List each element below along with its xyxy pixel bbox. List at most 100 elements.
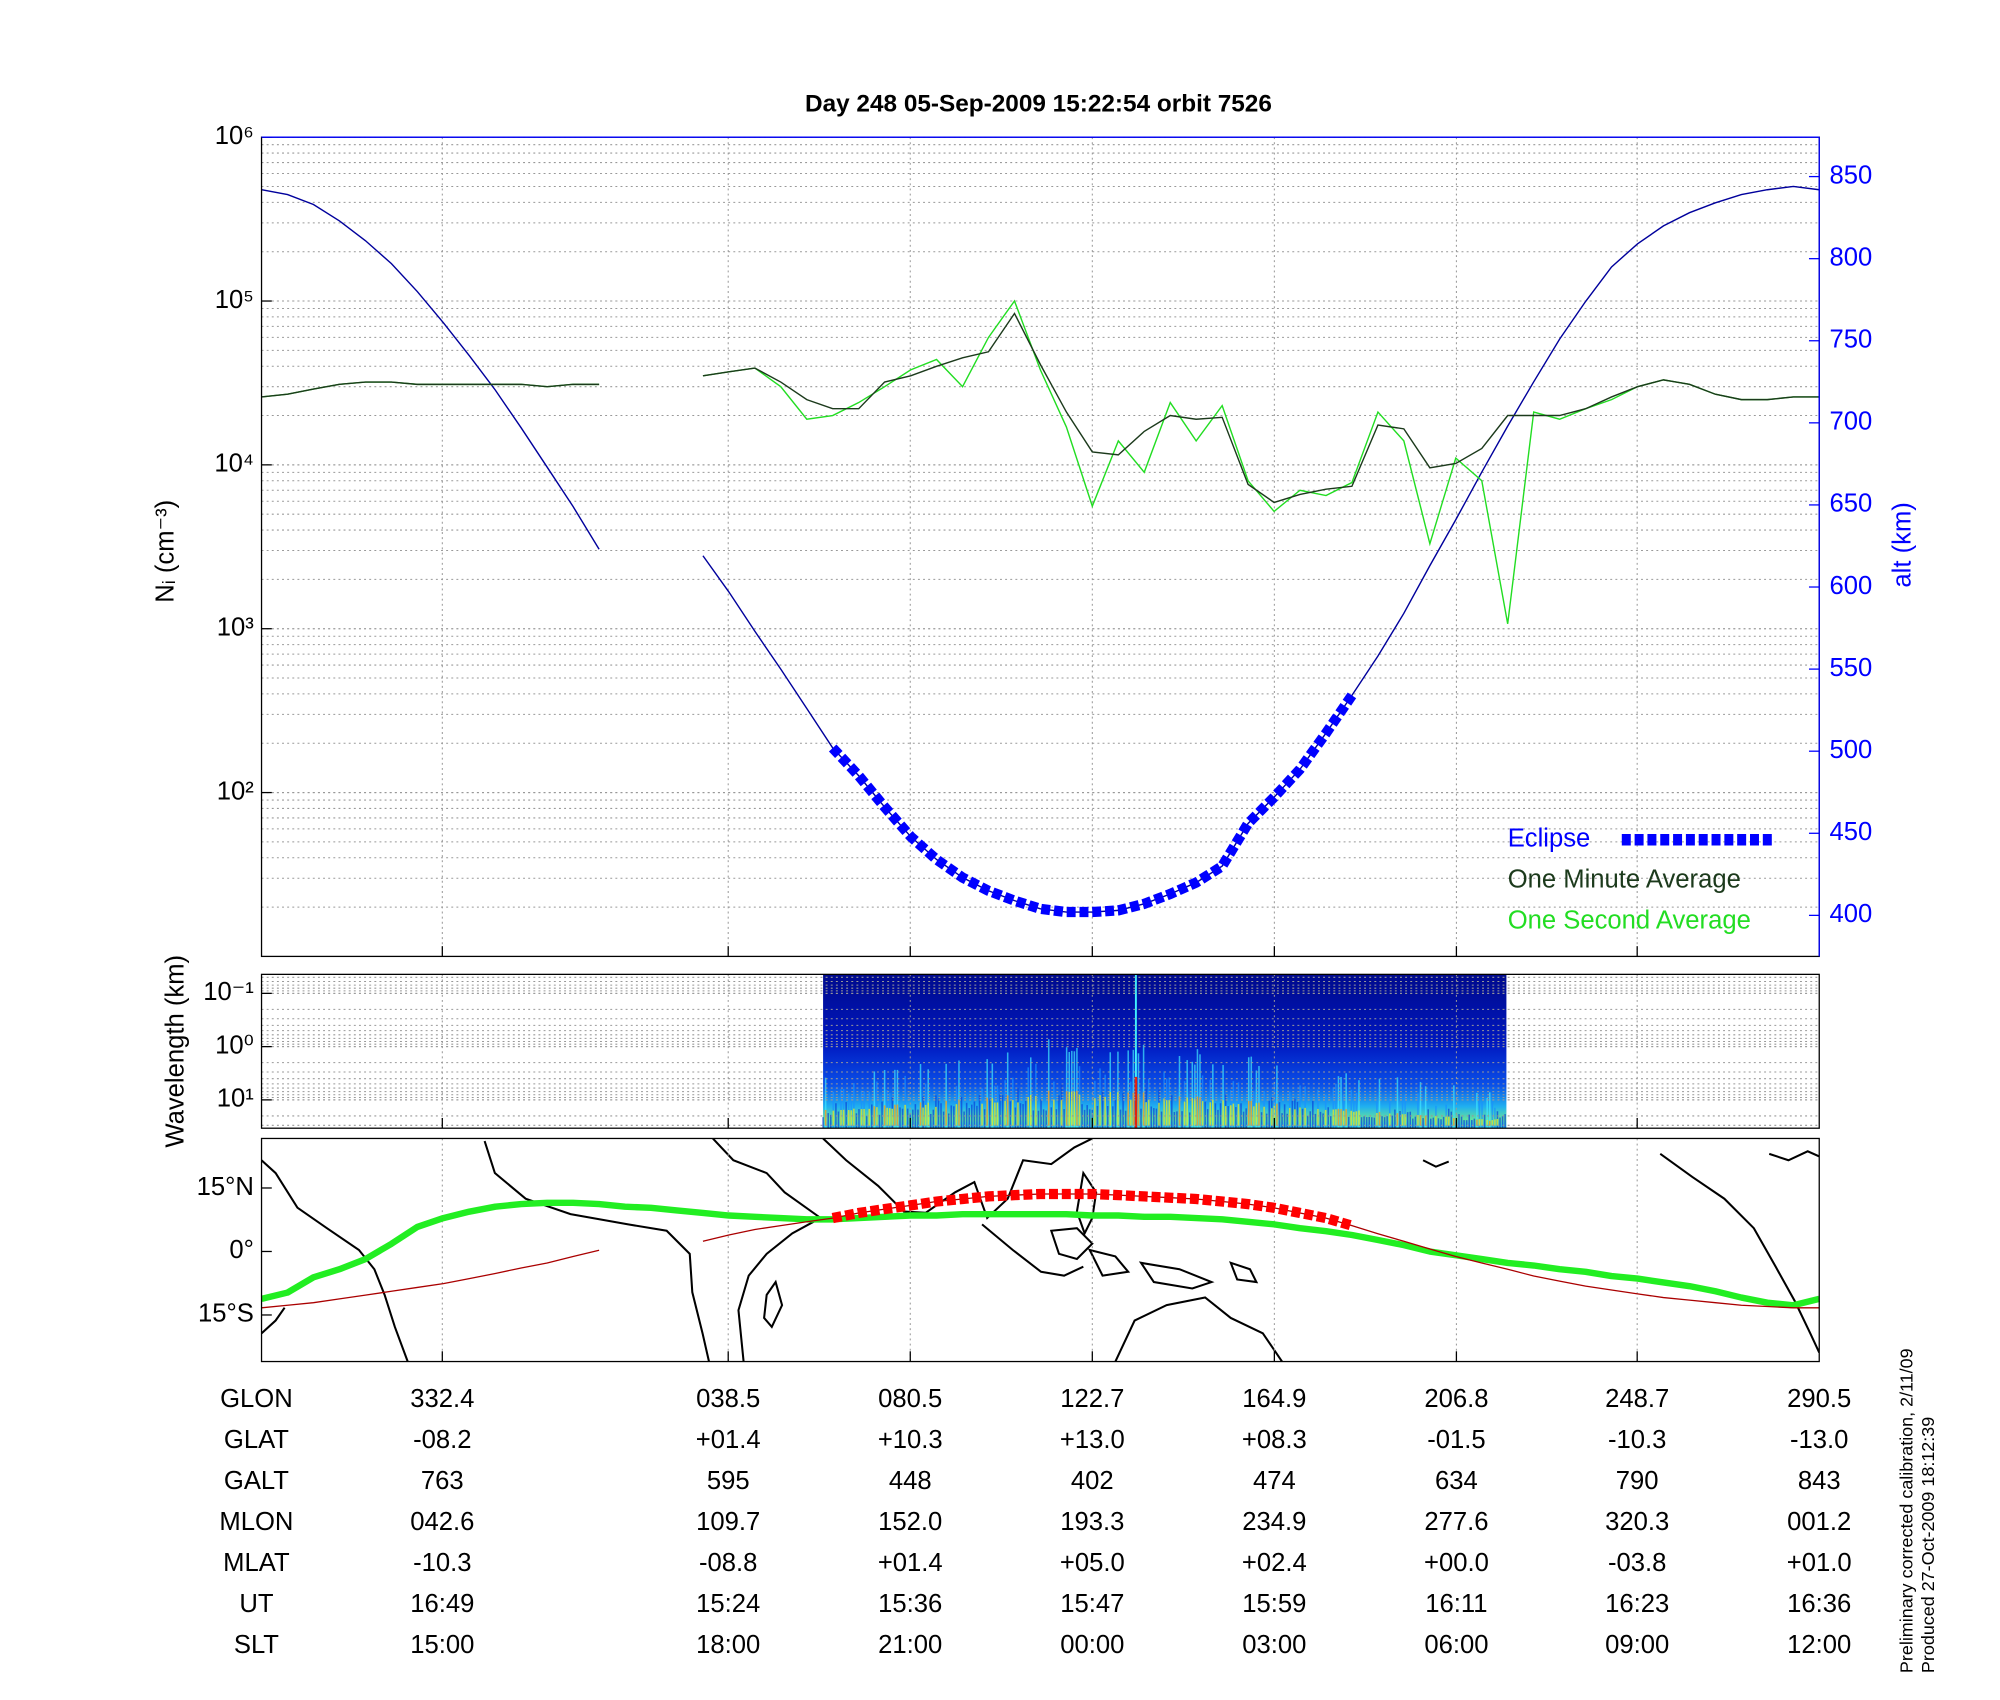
plot-layer: 10² 10³ 10⁴ 10⁵ 10⁶ 400 450 500 550 600 650 700 750 8… xyxy=(197,122,1873,1659)
y2-tick-label: 550 xyxy=(1829,654,1872,682)
y-tick-label: 10³ xyxy=(217,613,255,641)
table-cell: 16:49 xyxy=(410,1590,474,1618)
table-cell: 15:36 xyxy=(878,1590,942,1618)
table-cell: 448 xyxy=(889,1467,932,1495)
y-tick-label: 15°N xyxy=(197,1173,254,1201)
y-tick-label: 10¹ xyxy=(217,1085,254,1113)
table-cell: +02.4 xyxy=(1242,1549,1307,1577)
table-cell: +08.3 xyxy=(1242,1426,1307,1454)
legend-label: Eclipse xyxy=(1508,825,1591,853)
table-cell: 001.2 xyxy=(1787,1508,1851,1536)
table-cell: 193.3 xyxy=(1060,1508,1124,1536)
table-cell: -10.3 xyxy=(413,1549,471,1577)
table-cell: 790 xyxy=(1616,1467,1659,1495)
table-cell: +05.0 xyxy=(1060,1549,1125,1577)
table-cell: 15:00 xyxy=(410,1631,474,1659)
legend-label: One Second Average xyxy=(1508,907,1751,935)
table-cell: 16:36 xyxy=(1787,1590,1851,1618)
table-row-label: GLAT xyxy=(224,1426,289,1454)
series-line xyxy=(261,185,1820,913)
y2-tick-label: 650 xyxy=(1829,490,1872,518)
y2-tick-label: 400 xyxy=(1829,900,1872,928)
series-line xyxy=(261,299,1820,624)
table-cell: 12:00 xyxy=(1787,1631,1851,1659)
table-cell: 06:00 xyxy=(1424,1631,1488,1659)
table-row-label: GALT xyxy=(224,1467,289,1495)
y2-tick-label: 500 xyxy=(1829,736,1872,764)
table-cell: -01.5 xyxy=(1427,1426,1485,1454)
table-cell: 595 xyxy=(707,1467,750,1495)
coastlines xyxy=(261,1138,1820,1362)
table-cell: +13.0 xyxy=(1060,1426,1125,1454)
table-cell: +01.0 xyxy=(1787,1549,1852,1577)
table-cell: 277.6 xyxy=(1424,1508,1488,1536)
footer-note: Produced 27-Oct-2009 18:12:39 xyxy=(1918,1417,1938,1673)
table-cell: -10.3 xyxy=(1608,1426,1666,1454)
table-cell: 290.5 xyxy=(1787,1385,1851,1413)
table-cell: 15:24 xyxy=(696,1590,760,1618)
table-cell: +10.3 xyxy=(878,1426,943,1454)
y-tick-label: 15°S xyxy=(198,1300,254,1328)
y2-tick-label: 600 xyxy=(1829,572,1872,600)
table-cell: +00.0 xyxy=(1424,1549,1489,1577)
table-cell: 21:00 xyxy=(878,1631,942,1659)
y-tick-label: 10⁻¹ xyxy=(203,978,254,1006)
y-axis-label: Nᵢ (cm⁻³) xyxy=(151,500,179,603)
table-cell: 03:00 xyxy=(1242,1631,1306,1659)
y-tick-label: 10² xyxy=(217,777,255,805)
table-cell: 00:00 xyxy=(1060,1631,1124,1659)
chart-title: Day 248 05-Sep-2009 15:22:54 orbit 7526 xyxy=(805,91,1272,118)
table-cell: 18:00 xyxy=(696,1631,760,1659)
table-cell: 164.9 xyxy=(1242,1385,1306,1413)
y2-tick-label: 800 xyxy=(1829,243,1872,271)
table-row-label: GLON xyxy=(220,1385,293,1413)
table-row-label: MLON xyxy=(219,1508,293,1536)
legend-label: One Minute Average xyxy=(1508,866,1741,894)
y-axis-label: Wavelength (km) xyxy=(162,955,190,1148)
y2-axis-label: alt (km) xyxy=(1889,502,1917,587)
map-track xyxy=(260,1199,1821,1309)
table-cell: 15:47 xyxy=(1060,1590,1124,1618)
y2-tick-label: 450 xyxy=(1829,818,1872,846)
y2-tick-label: 700 xyxy=(1829,408,1872,436)
table-cell: 042.6 xyxy=(410,1508,474,1536)
table-row-label: MLAT xyxy=(223,1549,290,1577)
table-cell: +01.4 xyxy=(878,1549,943,1577)
table-row-label: UT xyxy=(239,1590,274,1618)
table-cell: 332.4 xyxy=(410,1385,474,1413)
y-tick-label: 10⁶ xyxy=(215,122,254,150)
table-cell: 122.7 xyxy=(1060,1385,1124,1413)
table-cell: -08.2 xyxy=(413,1426,471,1454)
table-cell: -08.8 xyxy=(699,1549,757,1577)
plot-frame xyxy=(260,1137,1820,1363)
table-cell: 206.8 xyxy=(1424,1385,1488,1413)
table-cell: 080.5 xyxy=(878,1385,942,1413)
map-eclipse-track xyxy=(831,1188,1354,1231)
table-cell: 16:11 xyxy=(1425,1590,1487,1618)
y2-tick-label: 850 xyxy=(1829,161,1872,189)
plot-frame xyxy=(260,973,1820,1129)
y-tick-label: 10⁴ xyxy=(214,450,254,478)
table-cell: 634 xyxy=(1435,1467,1478,1495)
table-cell: 16:23 xyxy=(1605,1590,1669,1618)
table-cell: -13.0 xyxy=(1790,1426,1848,1454)
table-cell: 038.5 xyxy=(696,1385,760,1413)
y-tick-label: 0° xyxy=(229,1236,254,1264)
spectrogram xyxy=(822,974,1507,1129)
table-row-label: SLT xyxy=(234,1631,279,1659)
table-cell: 474 xyxy=(1253,1467,1296,1495)
y2-tick-label: 750 xyxy=(1829,326,1872,354)
table-cell: 843 xyxy=(1798,1467,1841,1495)
table-cell: 109.7 xyxy=(696,1508,760,1536)
table-cell: 15:59 xyxy=(1242,1590,1306,1618)
table-cell: 320.3 xyxy=(1605,1508,1669,1536)
table-cell: 402 xyxy=(1071,1467,1114,1495)
table-cell: 248.7 xyxy=(1605,1385,1669,1413)
y-tick-label: 10⁰ xyxy=(215,1031,254,1059)
table-cell: +01.4 xyxy=(696,1426,761,1454)
series-line xyxy=(261,312,1820,504)
y-tick-label: 10⁵ xyxy=(215,286,254,314)
table-cell: -03.8 xyxy=(1608,1549,1666,1577)
